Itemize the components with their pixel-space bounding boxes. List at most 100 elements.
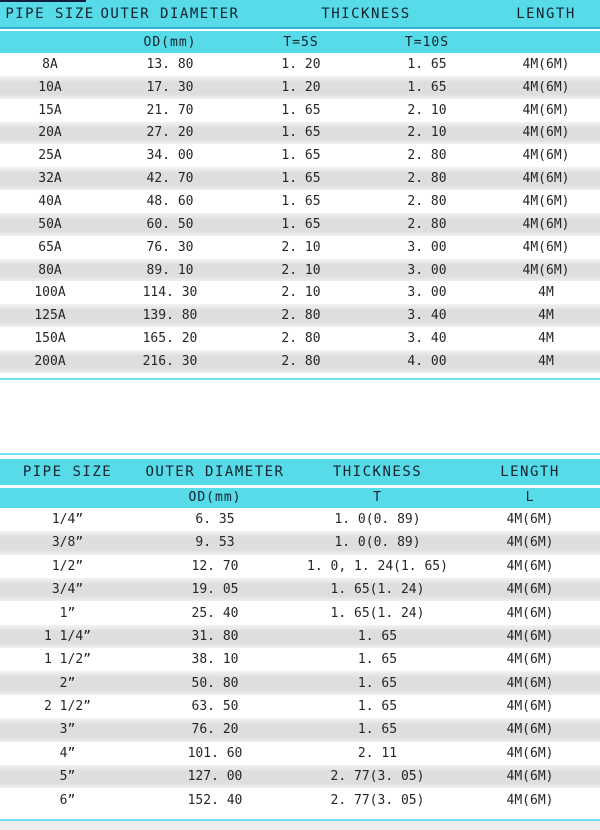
table1-bottom-gap xyxy=(0,372,600,378)
table1-bottom-rule xyxy=(0,377,600,380)
table2-header-pipe-size: PIPE SIZE xyxy=(22,463,113,480)
table-cell: 2. 80 xyxy=(407,216,447,232)
table-cell: 4M(6M) xyxy=(522,239,570,255)
table-cell: 50. 80 xyxy=(191,675,239,691)
table-cell: 1/4” xyxy=(51,512,84,527)
table1-subheader-t5s: T=5S xyxy=(283,34,319,50)
table-cell: 4M(6M) xyxy=(506,722,554,738)
table-cell: 25. 40 xyxy=(191,605,239,621)
table1-subheader-empty-cell xyxy=(0,31,100,53)
table-row: 1 1/4” 31. 80 1. 65 4M(6M) xyxy=(0,624,600,649)
table-cell: 1. 65 xyxy=(281,125,321,141)
table-cell: 101. 60 xyxy=(187,745,243,761)
table-row: 20A 27. 20 1. 65 2. 10 4M(6M) xyxy=(0,121,600,145)
table-row: 5” 127. 00 2. 77(3. 05) 4M(6M) xyxy=(0,764,600,789)
table-cell: 3/4” xyxy=(51,582,84,598)
table-cell: 15A xyxy=(38,102,62,118)
table-cell: 2” xyxy=(59,675,76,691)
table-cell: 48. 60 xyxy=(146,193,194,209)
table-cell: 125A xyxy=(34,308,66,324)
table-cell: 200A xyxy=(34,353,66,369)
table-cell: 1. 65 xyxy=(281,148,321,164)
table-cell: 100A xyxy=(34,285,66,301)
table1-header-outer-diameter: OUTER DIAMETER xyxy=(100,5,240,22)
table-cell: 4M(6M) xyxy=(522,262,570,278)
table1-header-row: PIPE SIZE OUTER DIAMETER THICKNESS LENGT… xyxy=(0,0,600,27)
table-cell: 4M(6M) xyxy=(506,628,554,644)
table-cell: 4M(6M) xyxy=(506,558,554,574)
table-row: 1/2” 12. 70 1. 0, 1. 24(1. 65) 4M(6M) xyxy=(0,554,600,578)
table1-subheader-t10s: T=10S xyxy=(404,34,450,50)
table-cell: 152. 40 xyxy=(187,792,243,808)
table-cell: 2. 10 xyxy=(281,285,321,301)
table-cell: 5” xyxy=(59,769,76,785)
table-cell: 1. 65 xyxy=(357,675,398,691)
table2-subheader-t: T xyxy=(373,490,382,506)
table2-header-outer-diameter: OUTER DIAMETER xyxy=(145,463,285,480)
table-cell: 25A xyxy=(38,148,62,164)
table-cell: 63. 50 xyxy=(191,699,239,714)
table-cell: 2. 11 xyxy=(357,745,398,761)
table2-subheader-l: L xyxy=(525,490,535,506)
table-row: 150A 165. 20 2. 80 3. 40 4M xyxy=(0,327,600,350)
table-cell: 21. 70 xyxy=(146,102,194,118)
table-cell: 1 1/4” xyxy=(44,628,91,644)
table2-header-row: PIPE SIZE OUTER DIAMETER THICKNESS LENGT… xyxy=(0,458,600,485)
table1-header-thickness: THICKNESS xyxy=(321,5,411,22)
top-left-border-line xyxy=(0,0,86,2)
table-cell: 1” xyxy=(59,605,76,621)
table-cell: 17. 30 xyxy=(146,79,194,95)
table-row: 50A 60. 50 1. 65 2. 80 4M(6M) xyxy=(0,212,600,236)
table-cell: 1. 0, 1. 24(1. 65) xyxy=(307,558,448,574)
table-cell: 2 1/2” xyxy=(44,699,91,714)
table-cell: 10A xyxy=(38,79,62,95)
table-cell: 8A xyxy=(42,56,58,72)
table-cell: 1. 65 xyxy=(357,699,398,714)
table-cell: 1. 0(0. 89) xyxy=(334,512,421,527)
table-row: 8A 13. 80 1. 20 1. 65 4M(6M) xyxy=(0,53,600,76)
table-cell: 1. 20 xyxy=(281,56,321,72)
table-cell: 3. 40 xyxy=(407,331,447,347)
table-row: 80A 89. 10 2. 10 3. 00 4M(6M) xyxy=(0,258,600,282)
table-cell: 27. 20 xyxy=(146,125,194,141)
table-row: 3/8” 9. 53 1. 0(0. 89) 4M(6M) xyxy=(0,531,600,555)
table-cell: 216. 30 xyxy=(142,353,198,369)
table-cell: 4M xyxy=(538,331,554,347)
table-row: 3/4” 19. 05 1. 65(1. 24) 4M(6M) xyxy=(0,577,600,602)
table2-bottom-rule xyxy=(0,818,600,821)
table-row: 4” 101. 60 2. 11 4M(6M) xyxy=(0,741,600,765)
table-cell: 4M(6M) xyxy=(522,193,570,209)
table2-top-rule xyxy=(0,452,600,455)
table-cell: 2. 77(3. 05) xyxy=(330,792,425,808)
table-cell: 34. 00 xyxy=(146,148,194,164)
table-cell: 3. 00 xyxy=(407,239,447,255)
table-cell: 4” xyxy=(59,745,76,761)
table-cell: 4M(6M) xyxy=(506,699,554,714)
table-cell: 4. 00 xyxy=(407,353,447,369)
table-cell: 3/8” xyxy=(51,535,84,551)
table-cell: 4M(6M) xyxy=(522,79,570,95)
table-cell: 2. 80 xyxy=(407,193,447,209)
table-cell: 2. 80 xyxy=(407,171,447,187)
table-cell: 40A xyxy=(38,193,62,209)
table2-bottom-gap xyxy=(0,811,600,819)
table1-body: 8A 13. 80 1. 20 1. 65 4M(6M) 10A 17. 30 1. 20 1.… xyxy=(0,53,600,373)
table-cell: 150A xyxy=(34,331,66,347)
table-cell: 4M(6M) xyxy=(506,512,554,527)
table1-header-length: LENGTH xyxy=(516,5,576,22)
table-cell: 4M xyxy=(538,285,554,301)
table-cell: 6. 35 xyxy=(195,512,235,527)
table-cell: 89. 10 xyxy=(146,262,194,278)
table-row: 15A 21. 70 1. 65 2. 10 4M(6M) xyxy=(0,98,600,122)
table-cell: 4M(6M) xyxy=(506,769,554,785)
table-cell: 1. 65 xyxy=(357,652,398,668)
table-cell: 9. 53 xyxy=(195,535,235,551)
table2-subheader-empty-cell xyxy=(0,488,135,508)
table2-top-gap xyxy=(0,454,600,459)
table-cell: 20A xyxy=(38,125,62,141)
table-row: 2 1/2” 63. 50 1. 65 4M(6M) xyxy=(0,694,600,719)
table-cell: 4M(6M) xyxy=(506,582,554,598)
table-cell: 13. 80 xyxy=(146,56,194,72)
table-cell: 2. 80 xyxy=(281,308,321,324)
tables-spacer xyxy=(0,379,600,453)
